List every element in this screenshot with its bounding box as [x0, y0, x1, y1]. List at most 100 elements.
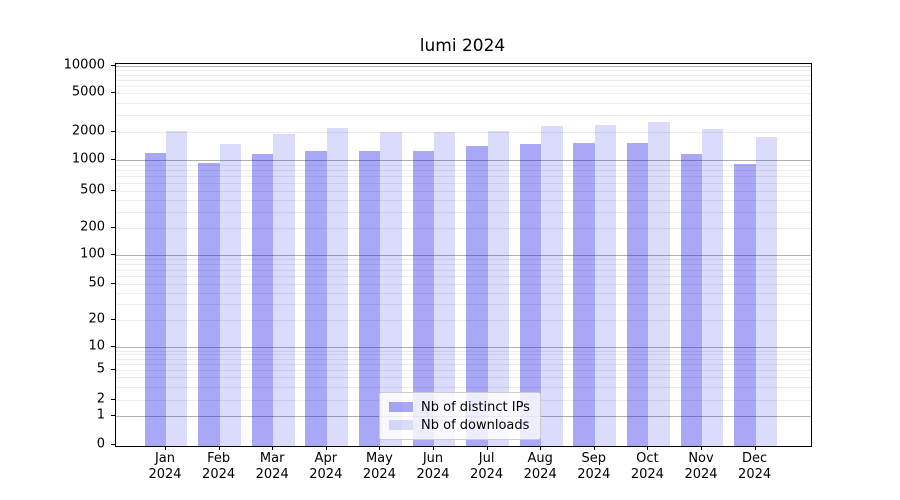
- gridline: [116, 264, 811, 266]
- x-tick-label: Jul 2024: [470, 451, 504, 482]
- x-tick-label: Dec 2024: [738, 451, 772, 482]
- legend-swatch-distinct-ips: [389, 402, 413, 412]
- y-tick-label: 2000: [71, 123, 105, 139]
- y-tick-label: 5: [96, 361, 105, 377]
- bar-distinct-ips-jan: [144, 152, 166, 446]
- x-tick-mark: [540, 446, 542, 450]
- legend-label-downloads: Nb of downloads: [421, 417, 530, 433]
- bar-distinct-ips-feb: [198, 163, 220, 446]
- x-tick-label: May 2024: [362, 451, 396, 482]
- bar-distinct-ips-oct: [627, 143, 649, 446]
- y-tick-mark: [111, 190, 115, 191]
- bar-distinct-ips-may: [359, 151, 381, 446]
- y-tick-mark: [111, 254, 115, 255]
- y-tick-mark: [111, 92, 115, 93]
- gridline: [116, 85, 811, 87]
- bar-downloads-nov: [702, 128, 724, 446]
- y-tick-mark: [111, 227, 115, 228]
- x-tick-mark: [325, 446, 327, 450]
- plot-area: [115, 63, 812, 447]
- x-tick-mark: [647, 446, 649, 450]
- bar-downloads-feb: [219, 143, 241, 446]
- bar-downloads-sep: [594, 125, 617, 446]
- gridline: [116, 259, 811, 261]
- bar-downloads-may: [380, 132, 402, 446]
- y-tick-mark: [111, 346, 115, 347]
- y-tick-label: 1: [96, 407, 105, 423]
- gridline: [116, 358, 811, 360]
- gridline: [116, 191, 811, 192]
- gridline: [116, 200, 811, 201]
- y-tick-label: 1000: [71, 151, 105, 167]
- bar-downloads-aug: [541, 126, 563, 446]
- gridline: [116, 114, 811, 116]
- bar-downloads-mar: [273, 134, 295, 446]
- y-tick-label: 20: [88, 311, 105, 327]
- gridline: [116, 93, 811, 94]
- gridline: [116, 160, 811, 161]
- gridline: [116, 102, 811, 104]
- legend: Nb of distinct IPs Nb of downloads: [379, 392, 541, 440]
- gridline: [116, 276, 811, 278]
- gridline: [116, 182, 811, 184]
- gridline: [116, 79, 811, 81]
- y-tick-mark: [111, 319, 115, 320]
- bar-distinct-ips-mar: [251, 154, 274, 446]
- gridline: [116, 350, 811, 352]
- y-tick-label: 2: [96, 391, 105, 407]
- y-tick-mark: [111, 444, 115, 445]
- y-tick-mark: [111, 415, 115, 416]
- gridline: [116, 176, 811, 177]
- bar-downloads-jun: [434, 132, 456, 446]
- x-tick-label: Nov 2024: [684, 451, 718, 482]
- gridline: [116, 269, 811, 271]
- bar-distinct-ips-nov: [680, 154, 702, 446]
- legend-item-downloads: Nb of downloads: [389, 416, 532, 434]
- x-tick-label: Mar 2024: [255, 451, 289, 482]
- bar-downloads-jul: [487, 130, 509, 446]
- y-tick-label: 100: [80, 246, 105, 262]
- gridline: [116, 292, 811, 294]
- x-tick-mark: [165, 446, 166, 450]
- bar-distinct-ips-jun: [412, 151, 434, 446]
- bar-distinct-ips-sep: [573, 143, 595, 446]
- gridline: [116, 386, 811, 388]
- legend-item-distinct-ips: Nb of distinct IPs: [389, 398, 532, 416]
- gridline: [116, 364, 811, 365]
- legend-label-distinct-ips: Nb of distinct IPs: [421, 399, 530, 415]
- y-tick-mark: [111, 369, 115, 370]
- x-tick-mark: [379, 446, 381, 450]
- y-tick-mark: [111, 159, 115, 160]
- x-tick-mark: [593, 446, 595, 450]
- y-tick-label: 0: [96, 436, 105, 452]
- bar-distinct-ips-aug: [519, 144, 542, 446]
- gridline: [116, 354, 811, 356]
- gridline: [116, 74, 811, 76]
- gridline: [116, 255, 811, 256]
- x-tick-mark: [486, 446, 488, 450]
- bar-downloads-dec: [755, 137, 777, 446]
- gridline: [116, 377, 811, 379]
- x-tick-mark: [272, 446, 274, 450]
- x-tick-label: Sep 2024: [577, 451, 611, 482]
- gridline: [116, 132, 811, 133]
- gridline: [116, 164, 811, 166]
- gridline: [116, 70, 811, 72]
- y-tick-mark: [111, 65, 115, 66]
- bar-distinct-ips-dec: [734, 164, 756, 446]
- gridline: [116, 284, 811, 285]
- gridline: [116, 66, 811, 67]
- y-tick-label: 200: [80, 219, 105, 235]
- y-tick-mark: [111, 283, 115, 284]
- x-tick-label: Aug 2024: [523, 451, 557, 482]
- y-tick-label: 5000: [71, 84, 105, 100]
- gridline: [116, 347, 811, 348]
- y-tick-mark: [111, 399, 115, 400]
- y-tick-label: 50: [88, 275, 105, 291]
- x-tick-mark: [754, 446, 756, 450]
- gridline: [116, 370, 811, 371]
- y-tick-label: 500: [80, 182, 105, 198]
- bar-downloads-apr: [326, 127, 349, 446]
- gridline: [116, 170, 811, 171]
